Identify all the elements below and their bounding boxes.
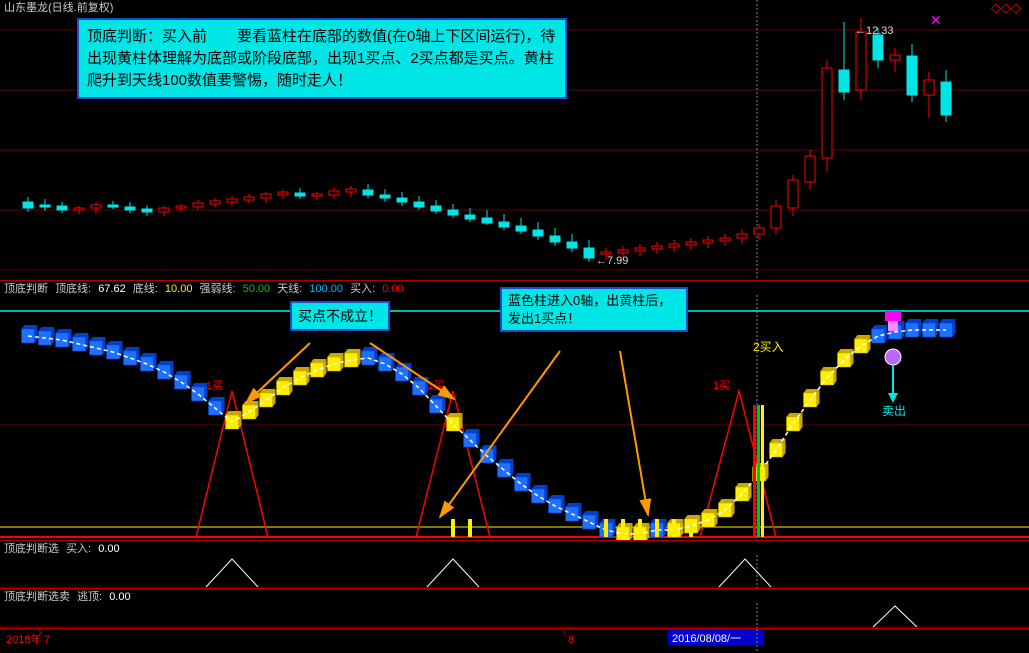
panel3-chart	[0, 555, 1029, 589]
indicator-panel: 顶底判断 顶底线: 67.62 底线: 10.00 强弱线: 50.00 天线:…	[0, 280, 1029, 540]
time-axis-svg: 2016年7 8 2016/08/08/一	[0, 629, 1029, 653]
svg-text:1买: 1买	[713, 379, 730, 392]
sell-signal-panel: 顶底判断选卖 逃顶: 0.00	[0, 588, 1029, 628]
annotation-blue-yellow: 蓝色柱进入0轴，出黄柱后，发出1买点！	[500, 287, 688, 332]
svg-text:卖出: 卖出	[882, 404, 906, 418]
main-annotation: 顶底判断：买入前 要看蓝柱在底部的数值(在0轴上下区间运行)，待出现黄柱体理解为…	[77, 18, 567, 99]
annotation-invalid-buy: 买点不成立！	[290, 301, 390, 331]
svg-text:2016年: 2016年	[6, 632, 41, 646]
svg-text:←7.99: ←7.99	[596, 255, 628, 267]
time-axis: 2016年7 8 2016/08/08/一	[0, 628, 1029, 652]
svg-text:7: 7	[44, 634, 50, 646]
svg-text:✕: ✕	[930, 12, 942, 28]
svg-text:2016/08/08/一: 2016/08/08/一	[672, 633, 741, 645]
svg-text:←12.33: ←12.33	[855, 25, 894, 37]
candle-panel: 山东墨龙(日线.前复权) ◇◇◇ ✕←12.33←7.99 顶底判断：买入前 要…	[0, 0, 1029, 280]
panel4-chart	[0, 603, 1029, 629]
svg-text:8: 8	[568, 634, 574, 646]
svg-text:1买: 1买	[206, 379, 223, 392]
buy-signal-panel: 顶底判断选 买入: 0.00	[0, 540, 1029, 588]
svg-text:2买入: 2买入	[753, 340, 784, 354]
